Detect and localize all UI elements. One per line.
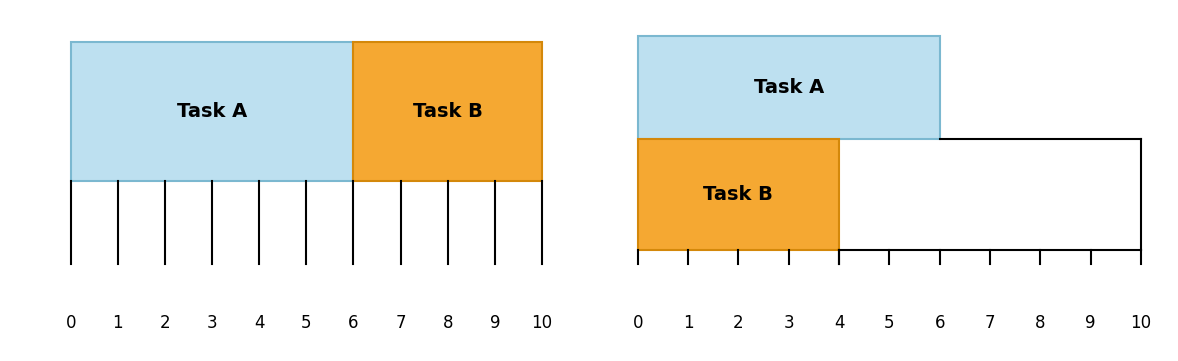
Text: 3: 3 (783, 314, 794, 332)
Text: 8: 8 (1035, 314, 1046, 332)
Text: 9: 9 (490, 314, 499, 332)
Text: 8: 8 (443, 314, 452, 332)
Text: 5: 5 (302, 314, 311, 332)
Text: 4: 4 (834, 314, 845, 332)
Text: 4: 4 (254, 314, 264, 332)
Text: Task B: Task B (703, 185, 773, 204)
Text: Task A: Task A (754, 78, 823, 97)
Bar (637, 139, 839, 250)
Text: 1: 1 (112, 314, 124, 332)
Text: 9: 9 (1085, 314, 1096, 332)
Text: 2: 2 (733, 314, 743, 332)
Text: 7: 7 (396, 314, 405, 332)
Text: 10: 10 (1131, 314, 1152, 332)
Text: 3: 3 (206, 314, 218, 332)
Bar (71, 42, 353, 180)
Text: 0: 0 (66, 314, 75, 332)
Text: 6: 6 (934, 314, 945, 332)
Text: Task A: Task A (177, 101, 247, 121)
Text: 5: 5 (885, 314, 894, 332)
Bar (353, 42, 542, 180)
Text: 7: 7 (985, 314, 995, 332)
Bar (637, 36, 940, 139)
Text: 6: 6 (349, 314, 358, 332)
Text: 10: 10 (531, 314, 552, 332)
Text: 2: 2 (159, 314, 171, 332)
Text: Task B: Task B (412, 101, 483, 121)
Text: 0: 0 (633, 314, 643, 332)
Text: 1: 1 (683, 314, 694, 332)
